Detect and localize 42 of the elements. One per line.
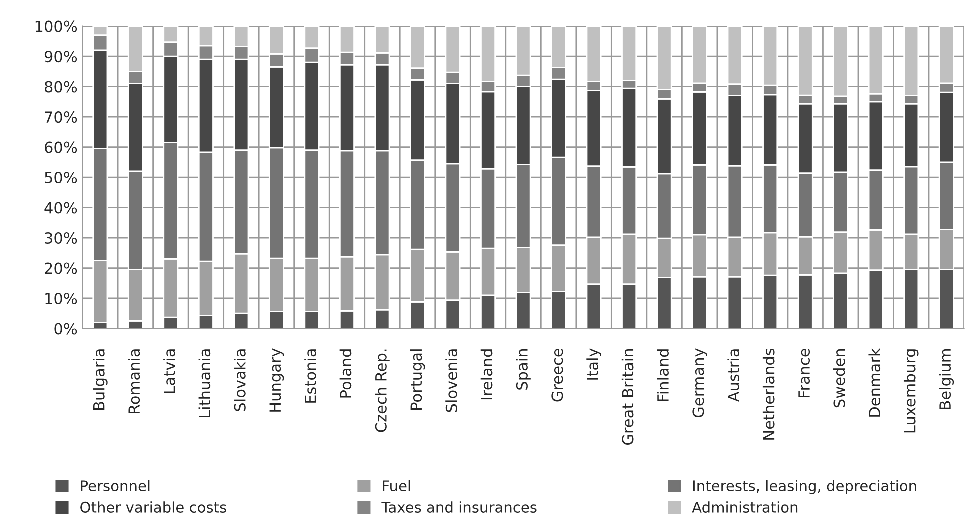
x-tick-label: Estonia [304, 350, 316, 403]
x-tick-label: Slovakia [234, 350, 246, 412]
x-tick-label: Italy [586, 348, 602, 380]
x-tick-label: Austria [728, 350, 740, 402]
x-tick-label: Greece [552, 349, 564, 402]
y-tick-label: 0% [54, 323, 78, 335]
y-tick-label: 80% [45, 81, 78, 93]
x-tick-label: Portugal [410, 350, 426, 410]
x-tick-label: Lithuania [198, 350, 211, 418]
x-tick-label: Czech Rep. [375, 350, 390, 432]
legend-label: Fuel [383, 480, 410, 492]
x-tick-label: Ireland [480, 350, 493, 400]
legend-label: Personnel [81, 480, 150, 492]
x-tick-label: Belgium [939, 349, 954, 410]
legend-label: Interests, leasing, depreciation [694, 480, 916, 494]
x-tick-label: Hungary [270, 348, 284, 412]
legend-label: Taxes and insurances [382, 502, 537, 513]
y-tick-label: 100% [36, 20, 78, 32]
x-tick-label: Sweden [833, 349, 846, 408]
x-tick-label: Poland [340, 350, 352, 398]
x-tick-label: Romania [128, 350, 140, 414]
x-tick-label: Latvia [164, 350, 176, 394]
x-tick-label: Spain [516, 349, 531, 390]
x-tick-label: Slovenia [446, 350, 458, 412]
legend-label: Other variable costs [80, 502, 226, 513]
y-tick-label: 30% [45, 232, 78, 244]
y-tick-label: 10% [46, 292, 78, 305]
x-tick-label: Bulgaria [93, 350, 108, 410]
x-tick-label: Great Britain [622, 349, 634, 446]
x-tick-label: Germany [692, 348, 708, 418]
y-tick-label: 70% [45, 112, 78, 124]
y-tick-label: 20% [45, 262, 78, 274]
x-tick-label: France [798, 349, 810, 398]
x-tick-label: Netherlands [762, 348, 775, 440]
legend-label: Administration [692, 502, 798, 513]
x-tick-label: Finland [657, 350, 669, 402]
y-tick-label: 50% [45, 172, 78, 184]
y-tick-label: 40% [44, 202, 78, 214]
x-tick-label: Denmark [868, 348, 881, 417]
y-tick-label: 60% [45, 142, 78, 154]
y-tick-label: 90% [44, 51, 78, 63]
x-tick-label: Luxemburg [904, 350, 919, 433]
